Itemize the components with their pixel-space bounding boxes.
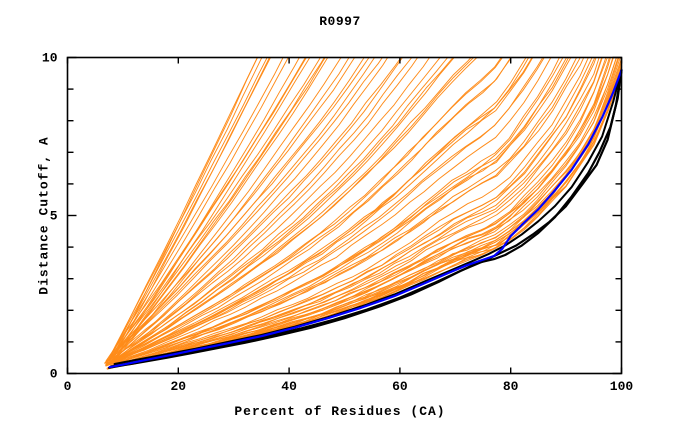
prediction-curve [106, 57, 268, 364]
prediction-curve [109, 57, 622, 369]
prediction-curve [105, 57, 533, 367]
prediction-curve [112, 57, 326, 361]
prediction-curve [114, 57, 389, 359]
prediction-curve [109, 57, 306, 362]
prediction-curve [114, 57, 300, 359]
prediction-curve [112, 57, 564, 364]
prediction-curve [110, 57, 289, 361]
prediction-curve [112, 57, 441, 361]
x-tick-label: 0 [63, 379, 72, 394]
x-tick-label: 40 [281, 379, 297, 394]
prediction-curve [112, 57, 610, 367]
prediction-curve [113, 57, 455, 362]
prediction-curve [109, 57, 578, 367]
prediction-curve [111, 57, 607, 367]
prediction-curve [111, 57, 589, 367]
prediction-curve [115, 57, 419, 361]
prediction-curve [114, 57, 342, 361]
prediction-curve [109, 57, 325, 360]
prediction-curve [115, 57, 413, 360]
prediction-curve [115, 57, 311, 360]
reference-curve-blue [108, 69, 623, 369]
x-tick-label: 80 [502, 379, 519, 394]
prediction-curve [112, 57, 329, 362]
prediction-curve [110, 57, 570, 366]
prediction-curve [106, 57, 403, 363]
y-tick-label: 10 [41, 50, 58, 65]
reference-curve-black [113, 69, 623, 366]
curves-layer [104, 57, 623, 370]
prediction-curve [112, 57, 603, 368]
y-tick-label: 0 [49, 366, 58, 381]
x-tick-label: 100 [609, 379, 634, 394]
prediction-curve [105, 57, 307, 362]
prediction-curve [105, 57, 356, 364]
prediction-curve [105, 57, 530, 366]
prediction-curve [112, 57, 472, 363]
prediction-curve [105, 57, 383, 364]
prediction-curve [111, 57, 475, 362]
prediction-curve [107, 57, 258, 362]
prediction-curve [107, 57, 560, 366]
prediction-curve [106, 57, 284, 362]
page-title: R0997 [319, 14, 361, 29]
prediction-curve [110, 57, 552, 365]
prediction-curve [114, 57, 527, 363]
prediction-curve [107, 57, 614, 369]
prediction-curve [114, 57, 596, 366]
reference-curve-black [109, 69, 623, 368]
prediction-curve [111, 57, 258, 361]
prediction-curve [114, 57, 568, 364]
prediction-curve [114, 57, 350, 359]
prediction-curve [105, 57, 376, 363]
prediction-curve [107, 57, 431, 364]
prediction-curve [113, 57, 593, 366]
prediction-curve [112, 57, 270, 360]
prediction-curve [105, 57, 544, 366]
prediction-curve [105, 57, 502, 365]
prediction-curve [105, 57, 512, 367]
y-tick-label: 5 [49, 208, 58, 223]
x-tick-label: 20 [170, 379, 187, 394]
x-axis-title: Percent of Residues (CA) [234, 404, 446, 419]
x-tick-label: 60 [392, 379, 408, 394]
axes-frame-layer [66, 56, 623, 375]
prediction-curve [115, 57, 512, 363]
